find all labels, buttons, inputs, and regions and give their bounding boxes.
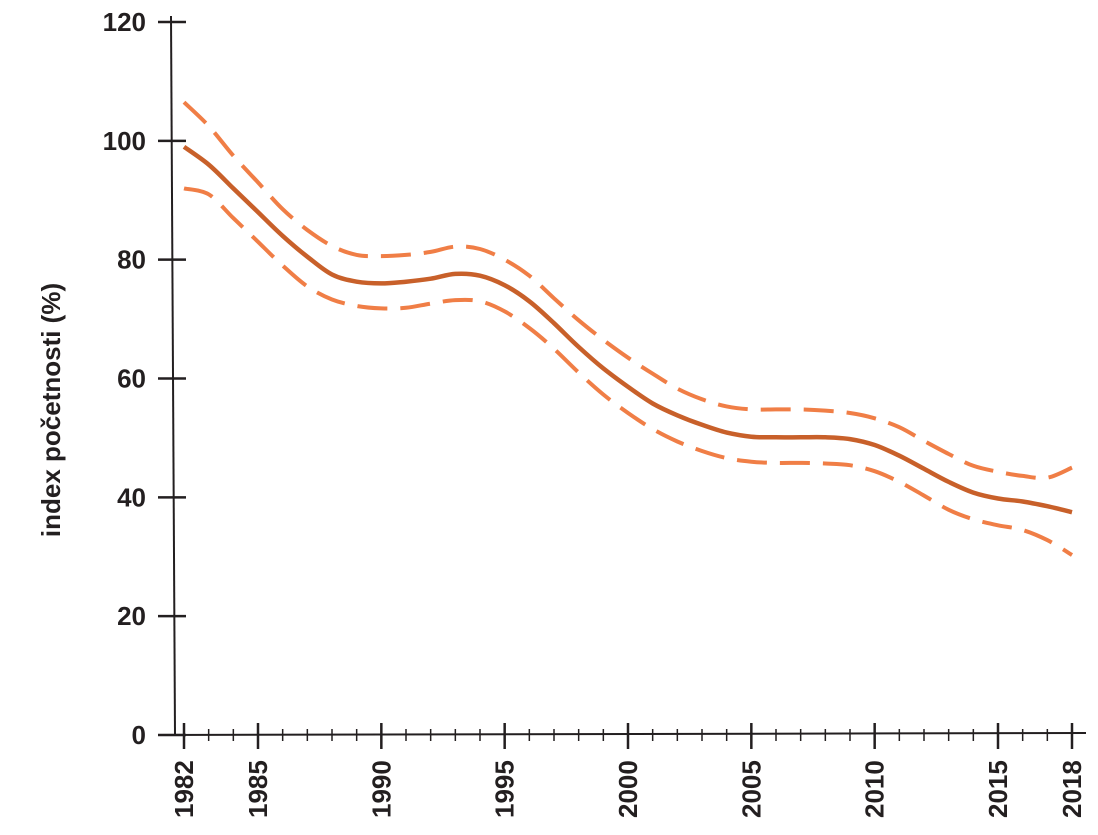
lower-bound-line (183, 186, 1074, 557)
y-tick-label: 100 (103, 126, 146, 156)
x-axis-line (157, 732, 1087, 736)
axes (157, 15, 1087, 736)
x-tick-label: 2010 (860, 760, 890, 818)
x-tick-label: 2018 (1057, 760, 1087, 818)
y-axis-label: index početnosti (%) (36, 283, 66, 537)
y-tick-label: 20 (117, 601, 146, 631)
x-tick-label: 2000 (613, 760, 643, 818)
x-tick-label: 1982 (169, 760, 199, 818)
index-line (182, 144, 1073, 515)
upper-bound-line (182, 100, 1073, 481)
y-tick-label: 120 (103, 7, 146, 37)
y-tick-label: 0 (132, 720, 146, 750)
x-tick-label: 1990 (366, 760, 396, 818)
y-tick-label: 60 (117, 364, 146, 394)
x-tick-label: 1995 (490, 760, 520, 818)
y-tick-label: 40 (117, 482, 146, 512)
x-tick-label: 1985 (243, 760, 273, 818)
y-tick-label: 80 (117, 245, 146, 275)
y-axis-ticks: 0 20 40 60 80 100 120 (103, 7, 186, 750)
x-tick-label: 2015 (983, 760, 1013, 818)
x-axis-ticks: 1982 1985 1990 1995 2000 2005 2010 2015 2018 (169, 723, 1087, 818)
x-tick-label: 2005 (736, 760, 766, 818)
y-axis-line (170, 15, 176, 736)
series-lines (182, 100, 1074, 557)
